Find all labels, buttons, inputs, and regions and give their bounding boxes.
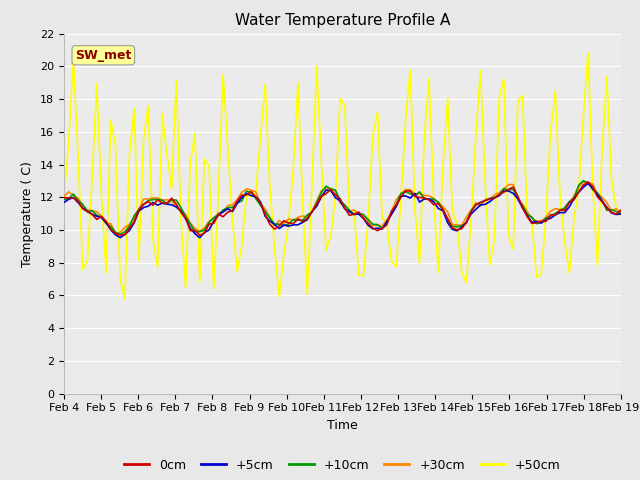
- 0cm: [505, 187, 513, 192]
- +30cm: [449, 222, 456, 228]
- +30cm: [374, 222, 381, 228]
- +30cm: [111, 230, 119, 236]
- +5cm: [617, 211, 625, 217]
- Text: SW_met: SW_met: [75, 49, 131, 62]
- +5cm: [177, 208, 185, 214]
- Line: +5cm: +5cm: [64, 183, 621, 238]
- +50cm: [374, 109, 381, 115]
- +5cm: [374, 225, 381, 231]
- +10cm: [607, 207, 615, 213]
- +30cm: [617, 209, 625, 215]
- Legend: 0cm, +5cm, +10cm, +30cm, +50cm: 0cm, +5cm, +10cm, +30cm, +50cm: [119, 454, 566, 477]
- +50cm: [121, 296, 129, 302]
- +50cm: [505, 232, 513, 238]
- +50cm: [584, 50, 592, 56]
- 0cm: [617, 207, 625, 213]
- +5cm: [607, 210, 615, 216]
- +5cm: [214, 212, 222, 218]
- Y-axis label: Temperature ( C): Temperature ( C): [22, 161, 35, 266]
- +5cm: [584, 180, 592, 186]
- +50cm: [607, 177, 615, 182]
- Line: +10cm: +10cm: [64, 180, 621, 235]
- +10cm: [60, 197, 68, 203]
- +50cm: [617, 212, 625, 217]
- +10cm: [580, 178, 588, 183]
- 0cm: [584, 179, 592, 185]
- +30cm: [580, 179, 588, 185]
- +30cm: [505, 182, 513, 188]
- +5cm: [60, 200, 68, 205]
- Title: Water Temperature Profile A: Water Temperature Profile A: [235, 13, 450, 28]
- +50cm: [182, 285, 189, 291]
- 0cm: [177, 209, 185, 215]
- Line: 0cm: 0cm: [64, 182, 621, 235]
- 0cm: [60, 195, 68, 201]
- +50cm: [214, 189, 222, 195]
- +5cm: [196, 235, 204, 240]
- +10cm: [182, 214, 189, 220]
- Line: +50cm: +50cm: [64, 53, 621, 299]
- +10cm: [374, 222, 381, 228]
- 0cm: [214, 212, 222, 217]
- +30cm: [214, 210, 222, 216]
- +30cm: [182, 212, 189, 217]
- +5cm: [449, 227, 456, 232]
- 0cm: [196, 232, 204, 238]
- Line: +30cm: +30cm: [64, 182, 621, 233]
- +10cm: [505, 187, 513, 193]
- +10cm: [214, 212, 222, 218]
- +30cm: [60, 193, 68, 199]
- +5cm: [505, 188, 513, 194]
- +10cm: [449, 224, 456, 229]
- +10cm: [617, 210, 625, 216]
- X-axis label: Time: Time: [327, 419, 358, 432]
- 0cm: [374, 228, 381, 233]
- +10cm: [116, 232, 124, 238]
- 0cm: [607, 209, 615, 215]
- 0cm: [449, 225, 456, 231]
- +50cm: [449, 209, 456, 215]
- +30cm: [607, 208, 615, 214]
- +50cm: [60, 195, 68, 201]
